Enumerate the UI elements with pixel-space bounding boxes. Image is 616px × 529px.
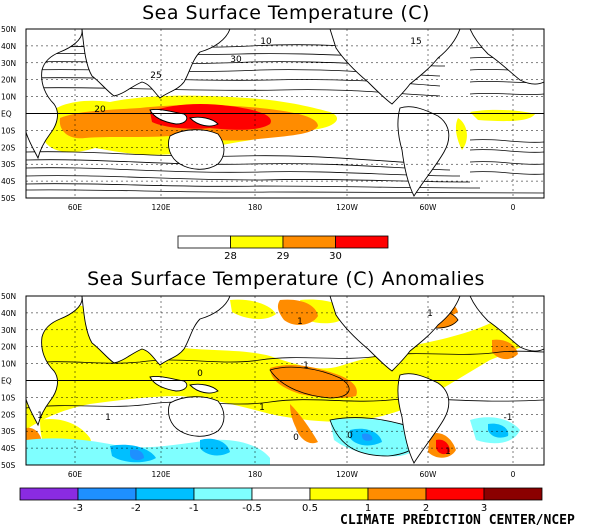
anomaly-colorbar-label: 1: [365, 503, 371, 514]
sst-land: [26, 29, 544, 197]
anomaly-colorbar-swatch: [135, 487, 195, 501]
anomaly-contour-label: 1: [445, 447, 451, 457]
anomaly-lat-label: 30S: [1, 427, 16, 436]
sst-lon-label: 180: [248, 203, 263, 212]
sst-colorbar: 28 29 30: [177, 235, 389, 262]
sst-map-title: Sea Surface Temperature (C): [142, 2, 430, 24]
anomaly-colorbar-swatch: [19, 487, 79, 501]
sst-lat-label: 40S: [1, 177, 16, 186]
sst-lon-label: 0: [511, 203, 516, 212]
anomaly-lon-label: 120W: [336, 470, 358, 479]
anomaly-lon-label: 120E: [151, 470, 170, 479]
sst-lat-label: 20N: [1, 76, 16, 85]
anomaly-colorbar-swatch: [77, 487, 137, 501]
anomaly-contour-label: 0: [347, 431, 353, 441]
land-north-america: [329, 29, 461, 105]
anomaly-lat-label: 20N: [1, 343, 16, 352]
sst-lon-label: 60W: [420, 203, 438, 212]
land-africa: [26, 29, 83, 160]
sst-lon-label: 60E: [68, 203, 83, 212]
sst-colorbar-swatch: [282, 235, 336, 249]
anomaly-lat-label: 40N: [1, 309, 16, 318]
anomaly-colorbar-label: -0.5: [242, 503, 262, 514]
sst-lon-labels: 60E 120E 180 120W 60W 0: [68, 203, 516, 212]
anomaly-colorbar-swatch: [251, 487, 311, 501]
anomaly-lon-label: 60W: [420, 470, 438, 479]
anomaly-contour-label: 1: [259, 403, 265, 413]
sst-colorbar-label: 28: [224, 251, 237, 262]
anomaly-gridlines: [26, 296, 544, 465]
anomaly-lat-label: 10N: [1, 360, 16, 369]
sst-lat-label: 10N: [1, 93, 16, 102]
anomaly-land: [26, 296, 544, 464]
anomaly-lon-label: 0: [511, 470, 516, 479]
land-asia: [81, 29, 231, 99]
sst-lon-label: 120E: [151, 203, 170, 212]
anomaly-lon-label: 60E: [68, 470, 83, 479]
sst-lat-label: 20S: [1, 143, 16, 152]
anomaly-colorbar-label: -3: [73, 503, 83, 514]
anomaly-lon-labels: 60E 120E 180 120W 60W 0: [68, 470, 516, 479]
anomaly-colorbar-label: -2: [131, 503, 141, 514]
sst-colorbar-swatch: [230, 235, 284, 249]
sst-contour-label: 10: [260, 37, 272, 47]
sst-contour-labels: 10 15 20 25 30: [94, 37, 421, 115]
sst-lon-label: 120W: [336, 203, 358, 212]
anomaly-lat-label: 50S: [1, 461, 16, 470]
sst-lat-label: 30S: [1, 160, 16, 169]
anomaly-lat-label: 30N: [1, 326, 16, 335]
sst-colorbar-swatch: [335, 235, 389, 249]
sst-colorbar-label: 29: [277, 251, 290, 262]
anomaly-contour-label: 1: [105, 413, 111, 423]
anomaly-colorbar-swatch: [483, 487, 543, 501]
anomaly-colorbar-label: 0.5: [302, 503, 318, 514]
anomaly-colorbar-swatch: [425, 487, 485, 501]
sst-lat-label: 30N: [1, 59, 16, 68]
anomaly-contour-label: 1: [37, 411, 43, 421]
anomaly-colorbar-swatch: [309, 487, 369, 501]
sst-contour-label: 30: [230, 55, 242, 65]
sst-contour-label: 20: [94, 105, 106, 115]
anomaly-lat-label: 10S: [1, 393, 16, 402]
anomaly-lat-label: 50N: [1, 292, 16, 301]
sst-lat-label: 10S: [1, 126, 16, 135]
credit-line: CLIMATE PREDICTION CENTER/NCEP: [340, 513, 575, 528]
anomaly-map: 1 0 1 1 0 1 1 -1 0 1 1 50N 40N 30N 20N 10N EQ 10S 20S 30S 4…: [1, 292, 545, 479]
sst-lat-labels: 50N 40N 30N 20N 10N EQ 10S 20S 30S 40S 50S: [1, 25, 16, 203]
anomaly-contour-label: 1: [297, 317, 303, 327]
anomaly-contour-label: 0: [197, 369, 203, 379]
anomaly-contour-label: 0: [293, 433, 299, 443]
sst-lat-label: 50N: [1, 25, 16, 34]
sst-contour-label: 25: [150, 71, 161, 81]
anomaly-lat-label: 40S: [1, 444, 16, 453]
anomaly-contour-label: 1: [303, 361, 309, 371]
anomaly-colorbar-label: 3: [481, 503, 487, 514]
anomaly-colorbar-label: -1: [189, 503, 199, 514]
land-europe: [469, 29, 544, 85]
anomaly-lon-label: 180: [248, 470, 263, 479]
anomaly-contour-labels: 1 0 1 1 0 1 1 -1 0 1 1: [37, 309, 513, 457]
sst-lat-label: EQ: [1, 110, 12, 119]
anomaly-contour-label: 1: [427, 309, 433, 319]
anomaly-colorbar-swatch: [193, 487, 253, 501]
sst-lat-label: 50S: [1, 194, 16, 203]
sst-lat-label: 40N: [1, 42, 16, 51]
sst-colorbar-label: 30: [329, 251, 342, 262]
anomaly-colorbar: -3 -2 -1 -0.5 0.5 1 2 3: [19, 487, 543, 514]
land-south-america: [397, 106, 450, 197]
sst-map: 10 15 20 25 30 50N 40N 30N 20N 10N EQ 10S 20S 30S 40S…: [1, 25, 545, 212]
anomaly-colorbar-label: 2: [423, 503, 429, 514]
anomaly-lat-label: EQ: [1, 377, 12, 386]
anomaly-colorbar-swatch: [367, 487, 427, 501]
anomaly-map-title: Sea Surface Temperature (C) Anomalies: [87, 268, 485, 290]
anomaly-lat-labels: 50N 40N 30N 20N 10N EQ 10S 20S 30S 40S 50S: [1, 292, 16, 470]
sst-colorbar-swatch: [177, 235, 231, 249]
sst-gridlines: [26, 29, 544, 198]
anomaly-lat-label: 20S: [1, 410, 16, 419]
sst-contour-label: 15: [410, 37, 421, 47]
anomaly-contour-label: -1: [504, 413, 513, 423]
